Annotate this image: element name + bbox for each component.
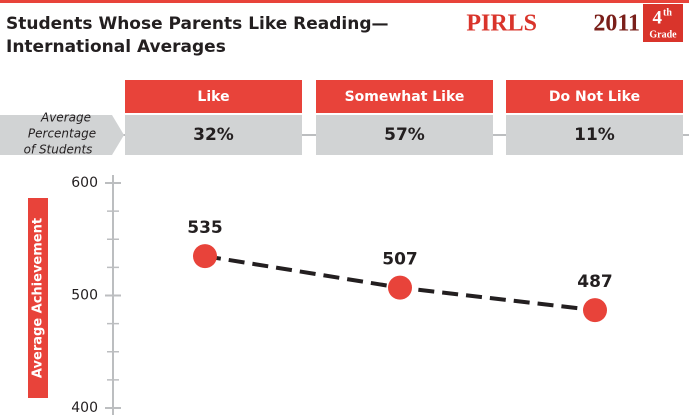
top-rule	[0, 0, 689, 3]
value-label: 507	[382, 250, 418, 270]
value-label: 487	[577, 272, 613, 292]
marker	[583, 298, 607, 323]
y-tick-label: 400	[71, 400, 98, 416]
category-box	[506, 80, 683, 113]
y-tick-label: 500	[71, 288, 98, 304]
category-box	[316, 80, 493, 113]
marker	[193, 244, 217, 269]
grade-word: Grade	[649, 29, 677, 40]
category-label: Do Not Like	[549, 89, 640, 105]
percent-box	[316, 115, 493, 155]
row-label: Percentage	[28, 127, 96, 141]
y-axis-label: Average Achievement	[31, 218, 46, 378]
percent-label: 11%	[574, 125, 615, 145]
row-label: of Students	[24, 143, 93, 157]
grade-number: 4	[653, 7, 663, 28]
percent-box	[506, 115, 683, 155]
row-label: Average	[40, 111, 91, 125]
grade-box	[643, 4, 683, 42]
value-label: 535	[187, 218, 223, 238]
percent-label: 32%	[193, 125, 234, 145]
brand-year: 2011	[593, 11, 640, 37]
chart-title: International Averages	[6, 37, 226, 57]
grade-suffix: th	[663, 7, 672, 18]
category-box	[125, 80, 302, 113]
y-label-box	[28, 198, 48, 398]
category-label: Like	[197, 89, 229, 105]
chart-title: Students Whose Parents Like Reading—	[6, 14, 389, 34]
percent-label: 57%	[384, 125, 425, 145]
category-label: Somewhat Like	[345, 89, 465, 105]
marker	[388, 275, 412, 300]
y-tick-label: 600	[71, 175, 98, 191]
brand-name: PIRLS	[466, 11, 537, 37]
percent-box	[125, 115, 302, 155]
row-label-box	[0, 115, 124, 155]
